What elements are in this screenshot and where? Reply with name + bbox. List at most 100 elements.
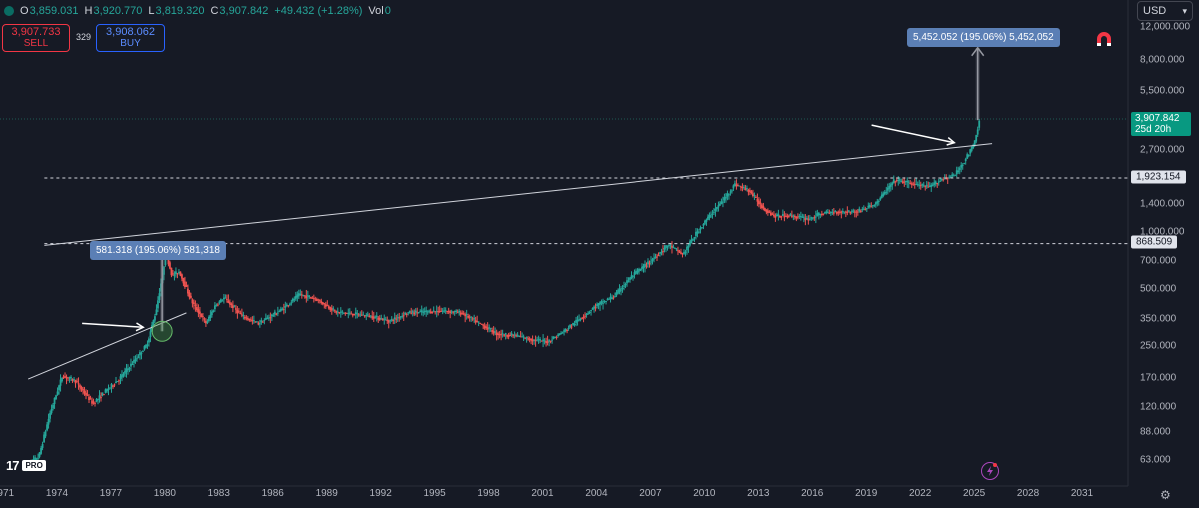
candle-body [65,376,68,379]
candle-body [874,202,877,205]
candle-body [237,311,240,313]
candle-body [380,318,383,320]
sell-button[interactable]: 3,907.733 SELL [2,24,70,52]
time-tick-label: 2001 [531,488,554,499]
candle-body [642,266,645,268]
candle-body [359,314,362,316]
candle-body [77,383,80,385]
candle-body [760,204,763,208]
candle-body [588,311,591,313]
candle-body [315,298,318,302]
candle-body [368,315,371,318]
candle-body [611,297,613,299]
candle-body [632,275,634,277]
tv-mark: 17 [6,457,20,473]
candle-body [106,389,108,392]
candle-body [267,317,270,319]
candle-body [778,216,781,218]
candle-body [756,198,759,202]
time-tick-label: 1986 [261,488,284,499]
candle-body [880,194,883,198]
price-tick-label: 88.000 [1140,426,1171,438]
candle-body [707,216,709,220]
candle-body [621,288,624,290]
candle-body [130,363,132,367]
candle-body [410,312,413,314]
candle-body [810,217,813,219]
candle-body [260,320,263,323]
candle-body [518,335,521,337]
trendline [27,312,187,380]
flash-icon[interactable] [981,462,999,480]
candle-body [578,319,580,321]
candle-body [787,215,790,217]
candle-body [205,320,207,324]
candle-body [530,338,533,341]
candle-body [202,316,204,318]
candle-body [324,304,327,307]
magnet-icon[interactable] [1093,27,1115,49]
candle-body [330,308,333,311]
candle-body [802,216,805,218]
candle-body [480,323,483,325]
candle-body [936,183,939,185]
candle-body [327,306,330,309]
candle-body [509,334,512,336]
candle-body [134,359,137,362]
candle-body [46,424,48,431]
candle-body [348,312,351,314]
candle-body [294,296,297,299]
candle-body [278,311,281,313]
currency-select[interactable]: USD ▾ [1137,1,1193,21]
tradingview-logo[interactable]: 17 PRO [6,457,46,473]
candle-body [464,314,467,317]
candle-body [822,213,825,215]
level-label-1923: 1,923.154 [1131,170,1186,184]
candle-body [91,400,93,404]
candle-body [486,327,489,330]
buy-button[interactable]: 3,908.062 BUY [96,24,165,52]
candle-body [850,211,853,213]
candle-body [254,321,257,323]
candle-body [184,281,186,287]
candle-body [608,298,610,300]
candle-body [49,413,51,419]
candle-body [131,363,134,365]
high-key: H [84,5,93,17]
candle-body [581,318,583,320]
candle-body [728,194,730,196]
candle-body [449,311,452,314]
candle-body [435,310,438,312]
candle-body [774,215,777,218]
candle-body [811,217,814,219]
candle-body [345,312,348,314]
candle-body [429,311,432,314]
candle-body [844,211,847,213]
settings-gear-icon[interactable]: ⚙ [1160,488,1171,502]
candle-body [191,299,194,304]
candle-body [892,179,895,184]
candle-body [771,213,774,215]
candle-body [654,256,657,258]
candle-body [564,329,567,332]
candle-body [725,196,727,199]
candle-body [897,179,900,181]
annotation-arrowhead [135,322,145,332]
candle-body [784,215,787,217]
candle-body [524,337,527,339]
candle-body [717,205,720,208]
candle-body [834,210,837,213]
drawing-overlays [27,46,1128,380]
candle-body [219,299,222,302]
measure-callout-2025[interactable]: 5,452.052 (195.06%) 5,452,052 [907,28,1060,47]
candle-body [344,312,347,314]
candle-body [326,305,329,307]
candle-body [285,304,288,307]
time-tick-label: 2025 [962,488,986,499]
candle-body [107,388,110,390]
level-label-868: 868.509 [1131,235,1178,249]
candle-body [447,311,450,313]
measure-callout-1980[interactable]: 581.318 (195.06%) 581,318 [90,241,226,260]
candle-body [563,330,565,333]
time-tick-label: 1998 [477,488,500,499]
